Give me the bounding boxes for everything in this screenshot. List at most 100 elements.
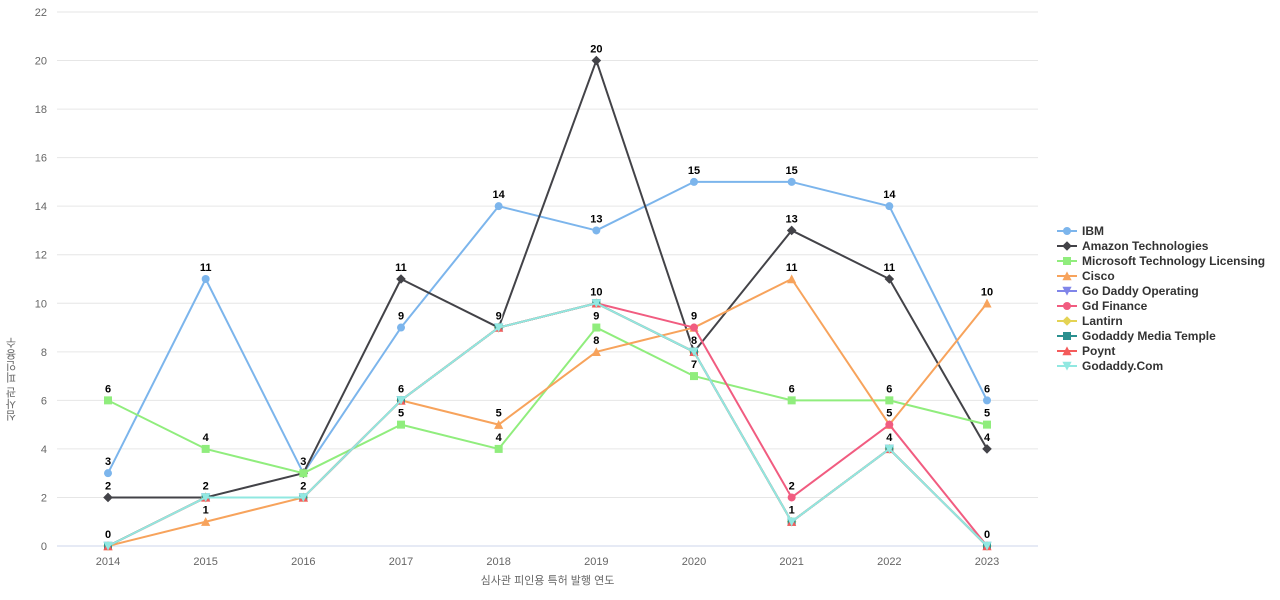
point-godaddy-com[interactable]	[103, 541, 113, 551]
data-label: 0	[984, 529, 990, 541]
point-ibm[interactable]	[592, 226, 601, 235]
legend-item-lantirn[interactable]: Lantirn	[1057, 313, 1265, 328]
data-label: 15	[786, 165, 798, 177]
point-godaddy-com[interactable]	[982, 541, 992, 551]
point-microsoft-technology-licensing[interactable]	[201, 444, 210, 453]
data-label: 14	[883, 189, 896, 201]
triangle-down-icon	[1057, 286, 1077, 296]
point-ibm[interactable]	[494, 202, 503, 211]
series-line-gd-finance	[107, 302, 988, 547]
point-cisco[interactable]	[982, 298, 992, 308]
triangle-icon	[1057, 345, 1077, 355]
point-microsoft-technology-licensing[interactable]	[397, 420, 405, 429]
point-godaddy-com[interactable]	[591, 299, 601, 308]
point-ibm[interactable]	[787, 177, 796, 186]
data-label: 1	[789, 505, 795, 517]
data-label: 10	[590, 286, 602, 298]
series-line-go-daddy-operating	[107, 302, 988, 547]
point-ibm[interactable]	[885, 202, 894, 211]
point-gd-finance[interactable]	[787, 493, 796, 502]
point-ibm[interactable]	[397, 323, 405, 332]
series-line-lantirn	[107, 302, 988, 547]
point-microsoft-technology-licensing[interactable]	[104, 396, 112, 405]
y-tick-label: 10	[35, 298, 47, 310]
data-label: 15	[688, 165, 700, 177]
point-ibm[interactable]	[201, 275, 210, 283]
point-amazon-technologies[interactable]	[982, 444, 992, 454]
x-tick-label: 2023	[975, 556, 999, 568]
square-icon	[1057, 256, 1077, 265]
data-label: 5	[496, 408, 502, 420]
data-label: 5	[984, 408, 990, 420]
point-gd-finance[interactable]	[885, 420, 894, 429]
point-amazon-technologies[interactable]	[884, 274, 895, 284]
data-label: 9	[496, 311, 502, 323]
data-label: 2	[203, 480, 209, 492]
data-label: 4	[496, 432, 503, 444]
point-microsoft-technology-licensing[interactable]	[299, 469, 308, 478]
data-label: 20	[590, 44, 602, 56]
legend-item-gd-finance[interactable]: Gd Finance	[1057, 298, 1265, 313]
point-cisco[interactable]	[787, 274, 797, 284]
y-tick-label: 4	[41, 444, 47, 456]
legend-item-ibm[interactable]: IBM	[1057, 223, 1265, 238]
point-godaddy-com[interactable]	[298, 493, 308, 503]
circle-icon	[1057, 301, 1077, 310]
point-cisco[interactable]	[201, 517, 211, 526]
series-line-amazon-technologies	[107, 59, 988, 499]
legend-item-microsoft-technology-licensing[interactable]: Microsoft Technology Licensing	[1057, 253, 1265, 268]
data-label: 6	[789, 383, 795, 395]
series-line-poynt	[107, 302, 988, 547]
data-label: 7	[691, 359, 697, 371]
data-label: 4	[984, 432, 991, 444]
point-gd-finance[interactable]	[690, 323, 698, 332]
point-godaddy-com[interactable]	[396, 396, 406, 405]
y-axis-title: 심사관 피인용수	[6, 337, 18, 422]
point-microsoft-technology-licensing[interactable]	[983, 420, 991, 429]
legend-item-amazon-technologies[interactable]: Amazon Technologies	[1057, 238, 1265, 253]
x-tick-label: 2019	[584, 556, 608, 568]
data-label: 9	[593, 311, 599, 323]
legend-label: Lantirn	[1082, 313, 1123, 328]
legend-label: Godaddy.Com	[1082, 358, 1164, 373]
point-godaddy-com[interactable]	[201, 493, 211, 503]
legend-item-go-daddy-operating[interactable]: Go Daddy Operating	[1057, 283, 1265, 298]
diamond-icon	[1057, 240, 1077, 251]
data-label: 11	[200, 262, 212, 274]
triangle-down-icon	[1057, 361, 1077, 371]
point-microsoft-technology-licensing[interactable]	[494, 444, 503, 453]
legend-item-godaddy-com[interactable]: Godaddy.Com	[1057, 358, 1265, 373]
data-label: 11	[884, 262, 896, 274]
data-label: 14	[493, 189, 506, 201]
legend-label: Godaddy Media Temple	[1082, 328, 1216, 343]
point-microsoft-technology-licensing[interactable]	[690, 372, 698, 381]
point-godaddy-com[interactable]	[689, 347, 699, 357]
data-label: 3	[300, 456, 306, 468]
point-amazon-technologies[interactable]	[786, 225, 797, 236]
point-cisco[interactable]	[494, 420, 504, 429]
point-microsoft-technology-licensing[interactable]	[787, 396, 796, 405]
legend-item-cisco[interactable]: Cisco	[1057, 268, 1265, 283]
point-ibm[interactable]	[690, 177, 698, 186]
legend-label: Gd Finance	[1082, 298, 1148, 313]
point-amazon-technologies[interactable]	[591, 55, 602, 66]
point-godaddy-com[interactable]	[884, 444, 894, 454]
legend-label: Poynt	[1082, 343, 1116, 358]
y-tick-label: 0	[41, 541, 47, 553]
x-tick-label: 2014	[96, 556, 120, 568]
point-microsoft-technology-licensing[interactable]	[885, 396, 894, 405]
point-cisco[interactable]	[591, 347, 601, 357]
point-ibm[interactable]	[983, 396, 991, 405]
point-ibm[interactable]	[104, 469, 112, 478]
data-label: 8	[593, 335, 599, 347]
point-microsoft-technology-licensing[interactable]	[592, 323, 601, 332]
point-godaddy-com[interactable]	[787, 517, 797, 527]
data-label: 6	[984, 383, 990, 395]
point-godaddy-com[interactable]	[494, 323, 504, 333]
legend-item-poynt[interactable]: Poynt	[1057, 343, 1265, 358]
diamond-icon	[1057, 315, 1077, 326]
legend-item-godaddy-media-temple[interactable]: Godaddy Media Temple	[1057, 328, 1265, 343]
legend-label: IBM	[1082, 223, 1104, 238]
point-amazon-technologies[interactable]	[103, 492, 113, 503]
point-amazon-technologies[interactable]	[396, 274, 406, 284]
